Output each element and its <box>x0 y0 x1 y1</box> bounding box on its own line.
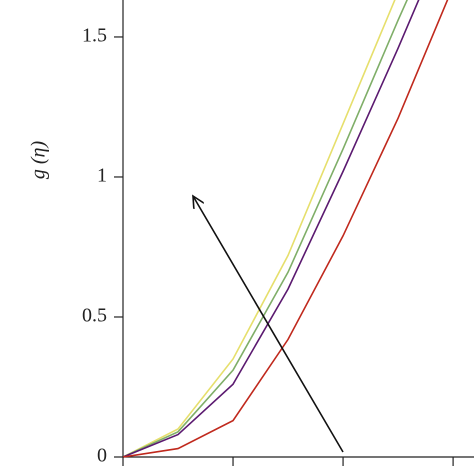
series-line <box>123 0 408 458</box>
plot-area <box>123 0 449 458</box>
y-axis-label: g (η) <box>28 141 50 180</box>
y-tick-label: 1 <box>97 165 107 187</box>
series-line <box>123 0 420 458</box>
y-tick-label: 0 <box>97 445 107 467</box>
y-tick-label: 0.5 <box>82 305 107 327</box>
trend-arrow <box>193 196 344 453</box>
y-tick-label: 1.5 <box>82 25 107 47</box>
series-line <box>123 0 449 458</box>
series-line <box>123 0 396 458</box>
